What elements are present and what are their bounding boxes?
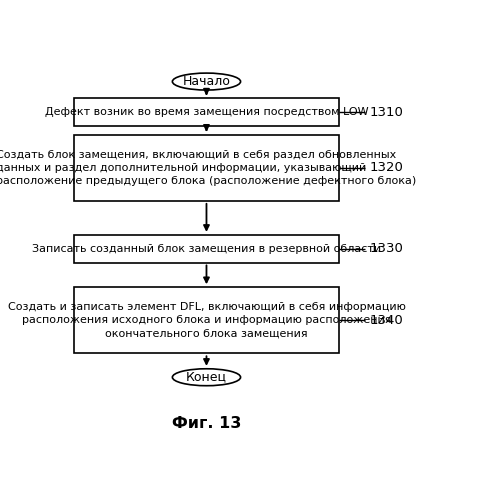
Ellipse shape xyxy=(172,73,240,90)
Text: Фиг. 13: Фиг. 13 xyxy=(172,416,241,431)
Text: Записать созданный блок замещения в резервной области: Записать созданный блок замещения в резе… xyxy=(32,244,381,254)
Text: Начало: Начало xyxy=(182,75,230,88)
Text: Конец: Конец xyxy=(186,370,227,384)
Text: Создать блок замещения, включающий в себя раздел обновленных
данных и раздел доп: Создать блок замещения, включающий в себ… xyxy=(0,150,417,186)
Text: Создать и записать элемент DFL, включающий в себя информацию
расположения исходн: Создать и записать элемент DFL, включающ… xyxy=(8,302,406,339)
Text: 1330: 1330 xyxy=(370,242,404,255)
Ellipse shape xyxy=(172,369,240,386)
Text: 1320: 1320 xyxy=(370,162,404,174)
Text: 1340: 1340 xyxy=(370,314,404,327)
Text: Дефект возник во время замещения посредством LOW: Дефект возник во время замещения посредс… xyxy=(45,108,368,118)
Bar xyxy=(74,134,339,201)
Bar xyxy=(74,235,339,262)
Bar xyxy=(74,287,339,354)
Text: 1310: 1310 xyxy=(370,106,404,119)
Bar xyxy=(74,98,339,126)
